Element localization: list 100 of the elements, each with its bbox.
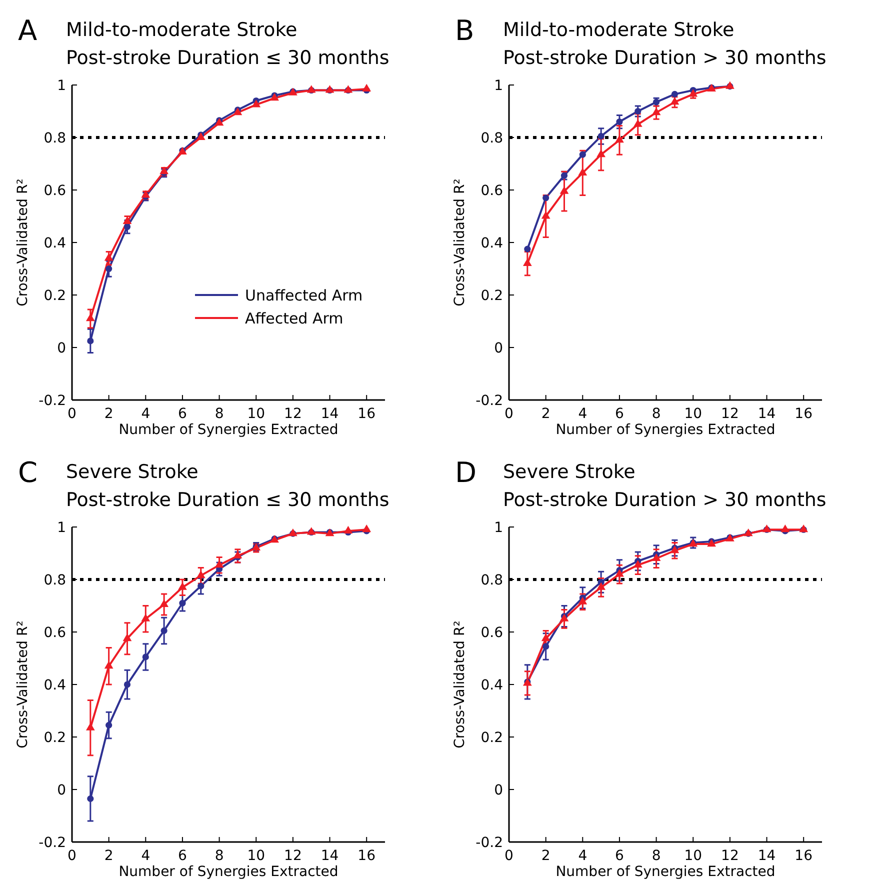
chart-subtitle: Post-stroke Duration ≤ 30 months xyxy=(66,489,390,511)
y-tick-label: 0.8 xyxy=(480,572,503,588)
point xyxy=(596,582,606,590)
chart-title: Severe Stroke xyxy=(503,461,636,483)
x-tick-label: 0 xyxy=(504,406,514,422)
chart-title: Mild-to-moderate Stroke xyxy=(66,19,298,41)
point xyxy=(634,108,642,115)
point xyxy=(652,107,661,116)
x-tick-label: 10 xyxy=(247,406,266,422)
y-tick-label: 0.4 xyxy=(480,235,504,252)
x-tick-label: 16 xyxy=(794,406,813,422)
y-axis-title: Cross-Validated R² xyxy=(452,178,468,306)
point xyxy=(615,135,624,143)
y-tick-label: 0 xyxy=(57,340,66,356)
y-tick-label: 0.2 xyxy=(480,730,503,746)
point xyxy=(541,211,550,219)
x-tick-label: 2 xyxy=(541,848,550,864)
point xyxy=(542,194,550,202)
x-axis-title: Number of Synergies Extracted xyxy=(556,422,776,438)
point xyxy=(86,722,95,730)
point xyxy=(87,338,94,344)
x-tick-label: 8 xyxy=(652,406,661,422)
point xyxy=(633,119,642,127)
y-tick-label: 0.2 xyxy=(480,288,503,304)
point xyxy=(160,627,168,634)
x-tick-label: 12 xyxy=(284,848,302,864)
x-tick-label: 2 xyxy=(104,848,114,864)
y-tick-label: -0.2 xyxy=(38,834,66,851)
point xyxy=(579,151,586,158)
point xyxy=(141,614,150,622)
point xyxy=(104,661,114,669)
point xyxy=(522,258,532,266)
y-tick-label: 1 xyxy=(57,78,66,94)
y-tick-label: 0.4 xyxy=(44,677,66,694)
point xyxy=(578,168,588,176)
y-tick-label: 0.8 xyxy=(480,130,503,146)
point xyxy=(524,246,531,252)
x-tick-label: 14 xyxy=(758,406,776,422)
x-tick-label: 4 xyxy=(578,406,588,422)
x-tick-label: 2 xyxy=(541,406,550,422)
point xyxy=(198,582,204,590)
point xyxy=(160,599,168,607)
x-tick-label: 12 xyxy=(721,406,739,422)
y-tick-label: 1 xyxy=(57,520,66,536)
point xyxy=(178,582,187,590)
point xyxy=(578,596,588,604)
point xyxy=(104,253,114,261)
x-tick-label: 10 xyxy=(684,406,702,422)
point xyxy=(179,600,186,606)
x-axis-title: Number of Synergies Extracted xyxy=(556,864,776,880)
y-tick-label: 0.6 xyxy=(480,182,504,199)
x-tick-label: 0 xyxy=(504,848,514,864)
y-tick-label: 0.8 xyxy=(44,572,66,588)
y-tick-label: -0.2 xyxy=(476,834,503,851)
x-tick-label: 0 xyxy=(68,848,76,864)
text: C xyxy=(18,456,38,489)
point xyxy=(106,265,112,272)
x-tick-label: 16 xyxy=(794,848,813,864)
point xyxy=(106,722,112,728)
point xyxy=(652,553,661,562)
x-axis-title: Number of Synergies Extracted xyxy=(118,422,338,438)
point xyxy=(124,223,131,230)
chart-subtitle: Post-stroke Duration > 30 months xyxy=(503,47,826,69)
point xyxy=(542,643,550,650)
legend-label: Affected Arm xyxy=(245,309,344,328)
y-tick-label: 0 xyxy=(494,340,503,356)
point xyxy=(615,569,624,577)
x-tick-label: 4 xyxy=(578,848,588,864)
x-tick-label: 6 xyxy=(615,848,624,864)
point xyxy=(87,795,94,802)
point xyxy=(142,654,149,660)
x-axis-title: Number of Synergies Extracted xyxy=(118,864,338,880)
x-tick-label: 4 xyxy=(141,406,150,422)
text: A xyxy=(18,14,38,47)
legend-label: Unaffected Arm xyxy=(245,286,363,304)
y-tick-label: 0.2 xyxy=(44,288,66,304)
x-tick-label: 8 xyxy=(214,406,224,422)
x-tick-label: 14 xyxy=(320,406,339,422)
y-tick-label: 0 xyxy=(494,782,503,798)
point xyxy=(252,100,261,108)
chart-subtitle: Post-stroke Duration ≤ 30 months xyxy=(66,47,390,69)
text: B xyxy=(455,14,474,47)
y-axis-title: Cross-Validated R² xyxy=(15,620,31,748)
x-tick-label: 16 xyxy=(358,406,376,422)
point xyxy=(598,132,604,140)
x-tick-label: 10 xyxy=(684,848,702,864)
point xyxy=(671,90,678,98)
y-tick-label: 0.8 xyxy=(44,130,66,146)
y-tick-label: 0.6 xyxy=(44,182,66,199)
chart-title: Severe Stroke xyxy=(66,461,198,483)
point xyxy=(124,681,131,688)
point xyxy=(362,84,372,92)
x-tick-label: 10 xyxy=(247,848,266,864)
chart-title: Mild-to-moderate Stroke xyxy=(503,19,734,41)
x-tick-label: 8 xyxy=(214,848,224,864)
x-tick-label: 4 xyxy=(141,848,150,864)
point xyxy=(780,524,790,532)
y-axis-title: Cross-Validated R² xyxy=(452,620,468,748)
point xyxy=(541,633,550,642)
point xyxy=(344,526,353,534)
